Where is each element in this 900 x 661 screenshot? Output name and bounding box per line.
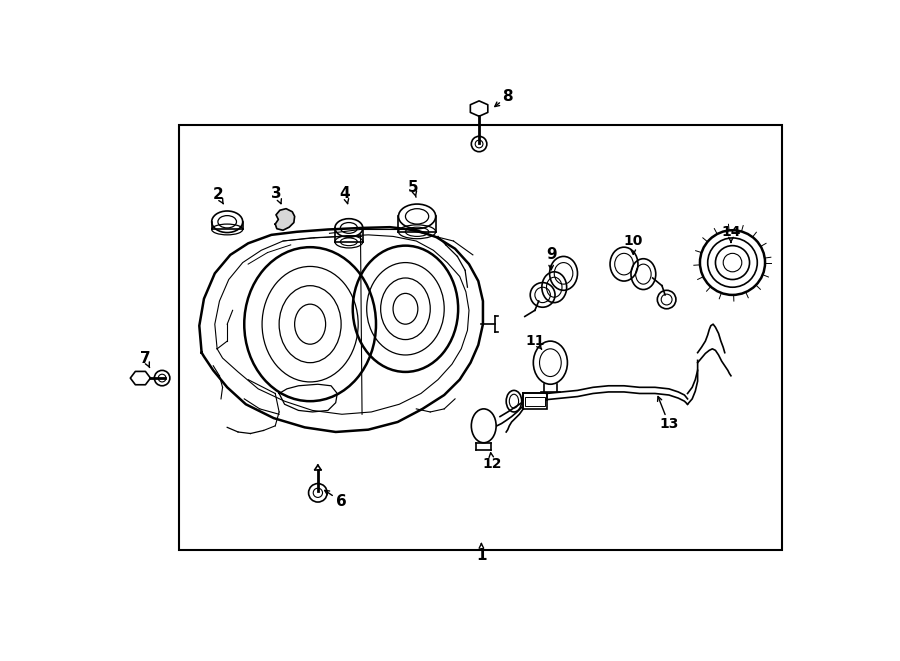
- Bar: [525, 397, 544, 406]
- Text: 3: 3: [272, 186, 282, 201]
- Text: 4: 4: [339, 186, 350, 201]
- Text: 11: 11: [525, 334, 544, 348]
- Text: 14: 14: [721, 225, 741, 239]
- Text: 13: 13: [660, 417, 679, 431]
- Text: 1: 1: [476, 548, 487, 563]
- Text: 2: 2: [212, 187, 223, 202]
- Text: 6: 6: [336, 494, 346, 509]
- Text: 9: 9: [545, 247, 556, 262]
- Bar: [179, 125, 782, 550]
- Bar: [523, 393, 546, 409]
- Text: 8: 8: [502, 89, 513, 104]
- Text: 12: 12: [482, 457, 502, 471]
- Text: 10: 10: [624, 234, 643, 248]
- Text: 5: 5: [408, 180, 418, 194]
- Polygon shape: [275, 209, 294, 230]
- Text: 7: 7: [140, 350, 150, 366]
